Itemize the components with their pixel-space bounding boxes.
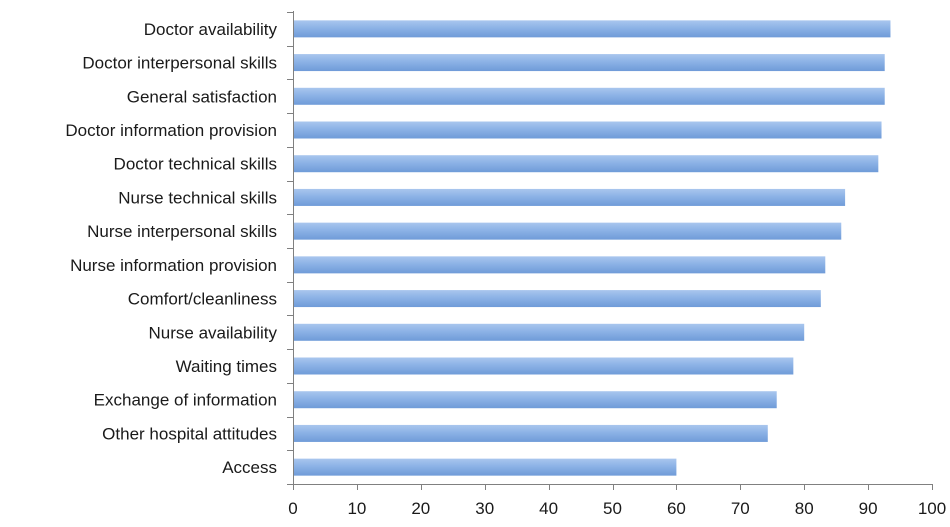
x-tick-label: 20 — [411, 499, 430, 518]
bar-nurse-information-provision — [294, 256, 826, 274]
bar-nurse-interpersonal-skills — [294, 222, 842, 240]
bar-nurse-availability — [294, 323, 805, 341]
x-tick-label: 60 — [667, 499, 686, 518]
category-label-comfort-cleanliness: Comfort/cleanliness — [128, 290, 277, 309]
category-label-nurse-availability: Nurse availability — [149, 323, 278, 342]
axes: 0 10 20 30 40 50 60 70 80 90 100 — [287, 11, 946, 518]
bar-doctor-interpersonal-skills — [294, 54, 885, 72]
x-tick-label: 50 — [603, 499, 622, 518]
x-tick-label: 10 — [347, 499, 366, 518]
category-label-general-satisfaction: General satisfaction — [127, 87, 277, 106]
x-tick-label: 80 — [795, 499, 814, 518]
category-label-other-hospital-attitudes: Other hospital attitudes — [102, 424, 277, 443]
category-label-nurse-information-provision: Nurse information provision — [70, 256, 277, 275]
bar-exchange-of-information — [294, 391, 777, 409]
bar-nurse-technical-skills — [294, 188, 846, 206]
category-label-waiting-times: Waiting times — [176, 357, 277, 376]
category-label-access: Access — [222, 458, 277, 477]
category-label-nurse-interpersonal-skills: Nurse interpersonal skills — [87, 222, 277, 241]
bar-access — [294, 458, 677, 476]
x-tick-label: 0 — [288, 499, 297, 518]
category-label-doctor-availability: Doctor availability — [144, 20, 278, 39]
bar-doctor-availability — [294, 20, 891, 38]
category-label-exchange-of-information: Exchange of information — [94, 391, 277, 410]
x-tick-label: 30 — [475, 499, 494, 518]
category-label-doctor-technical-skills: Doctor technical skills — [114, 155, 277, 174]
category-labels: Doctor availability Doctor interpersonal … — [65, 20, 277, 477]
bar-other-hospital-attitudes — [294, 424, 768, 442]
category-label-doctor-interpersonal-skills: Doctor interpersonal skills — [82, 54, 277, 73]
bar-comfort-cleanliness — [294, 290, 821, 308]
x-tick-label: 100 — [918, 499, 946, 518]
bar-general-satisfaction — [294, 87, 885, 105]
bar-waiting-times — [294, 357, 794, 375]
category-label-nurse-technical-skills: Nurse technical skills — [118, 188, 277, 207]
bar-doctor-information-provision — [294, 121, 882, 139]
bars-layer — [294, 20, 891, 476]
bar-doctor-technical-skills — [294, 155, 879, 173]
category-label-doctor-information-provision: Doctor information provision — [65, 121, 277, 140]
x-tick-label: 40 — [539, 499, 558, 518]
x-tick-label: 90 — [859, 499, 878, 518]
x-tick-label: 70 — [731, 499, 750, 518]
